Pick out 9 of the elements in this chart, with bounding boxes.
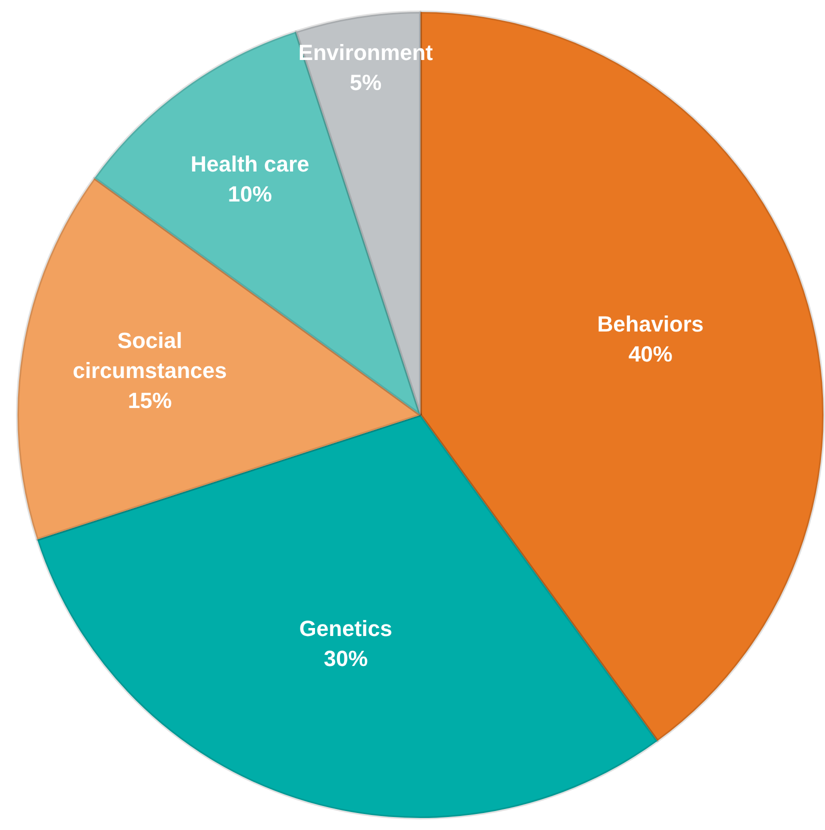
data-label: 15%: [128, 388, 172, 414]
data-label: 30%: [324, 646, 368, 672]
slice-label: Social circumstances: [72, 328, 227, 384]
data-label: 40%: [628, 341, 672, 366]
data-label: 10%: [228, 181, 272, 206]
slice-label: Health care: [190, 151, 310, 176]
slice-label: Behaviors: [597, 311, 704, 336]
data-label: 5%: [350, 70, 382, 95]
slice-label: Genetics: [299, 616, 392, 642]
